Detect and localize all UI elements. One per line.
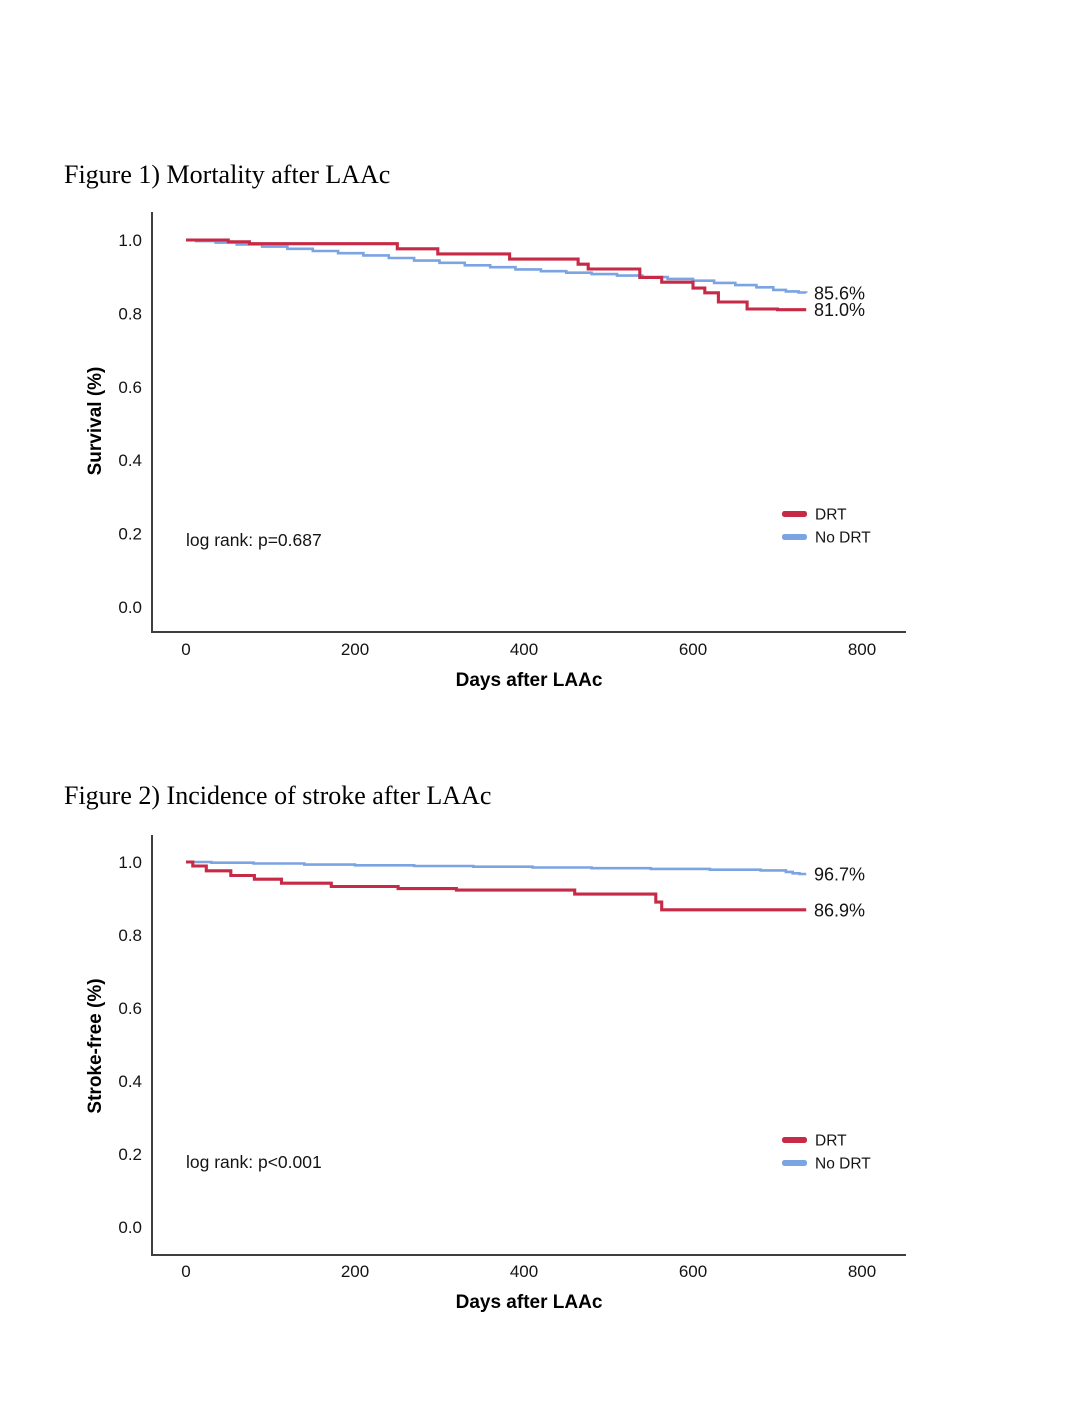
- y-tick-label: 0.8: [118, 304, 142, 323]
- x-tick-label: 400: [510, 1262, 538, 1281]
- chart-2: 0 200 400 600 800 1.0 0.8 0.6 0.4 0.2 0.0 96.7% 86.9…: [118, 835, 906, 1281]
- y-tick-label: 0.8: [118, 926, 142, 945]
- legend-swatch-no-drt: [782, 534, 807, 540]
- legend-label-no-drt: No DRT: [815, 1156, 871, 1173]
- end-label-no-drt: 96.7%: [814, 865, 865, 885]
- series-curve-drt: [186, 860, 807, 912]
- x-tick-label: 800: [848, 1262, 876, 1281]
- figure2-x-axis-title: Days after LAAc: [455, 1292, 603, 1313]
- series-curve-drt: [186, 238, 807, 312]
- y-tick-label: 0.2: [118, 525, 142, 544]
- x-tick-label: 200: [341, 640, 369, 659]
- y-tick-label: 0.6: [118, 999, 142, 1018]
- x-tick-label: 600: [679, 640, 707, 659]
- y-tick-label: 0.0: [118, 1218, 142, 1237]
- end-label-no-drt: 85.6%: [814, 283, 865, 303]
- y-tick-label: 0.2: [118, 1145, 142, 1164]
- legend-label-drt: DRT: [815, 1133, 847, 1150]
- axes: [151, 212, 906, 633]
- figure1-title: Figure 1) Mortality after LAAc: [64, 160, 391, 189]
- y-tick-label: 1.0: [118, 853, 142, 872]
- log-rank-annotation: log rank: p<0.001: [186, 1152, 322, 1172]
- y-tick-label: 0.4: [118, 1072, 142, 1091]
- chart-1: 0 200 400 600 800 1.0 0.8 0.6 0.4 0.2 0.0 85.6%81.0…: [118, 212, 906, 659]
- figure1-x-axis-title: Days after LAAc: [455, 670, 603, 691]
- y-tick-label: 0.4: [118, 451, 142, 470]
- series-curve-no-drt: [186, 860, 807, 876]
- figure2-title: Figure 2) Incidence of stroke after LAAc: [64, 781, 492, 810]
- series-curve-no-drt: [186, 238, 808, 294]
- legend-label-drt: DRT: [815, 507, 847, 524]
- x-tick-label: 400: [510, 640, 538, 659]
- end-label-drt: 86.9%: [814, 900, 865, 920]
- x-tick-label: 600: [679, 1262, 707, 1281]
- log-rank-annotation: log rank: p=0.687: [186, 530, 322, 550]
- x-tick-label: 800: [848, 640, 876, 659]
- legend-swatch-drt: [782, 511, 807, 517]
- x-tick-label: 200: [341, 1262, 369, 1281]
- x-tick-label: 0: [181, 640, 190, 659]
- y-tick-label: 0.0: [118, 598, 142, 617]
- legend-swatch-no-drt: [782, 1160, 807, 1166]
- y-tick-label: 1.0: [118, 231, 142, 250]
- end-label-drt: 81.0%: [814, 300, 865, 320]
- x-tick-label: 0: [181, 1262, 190, 1281]
- legend-swatch-drt: [782, 1137, 807, 1143]
- legend-label-no-drt: No DRT: [815, 530, 871, 547]
- y-tick-label: 0.6: [118, 378, 142, 397]
- axes: [151, 835, 906, 1256]
